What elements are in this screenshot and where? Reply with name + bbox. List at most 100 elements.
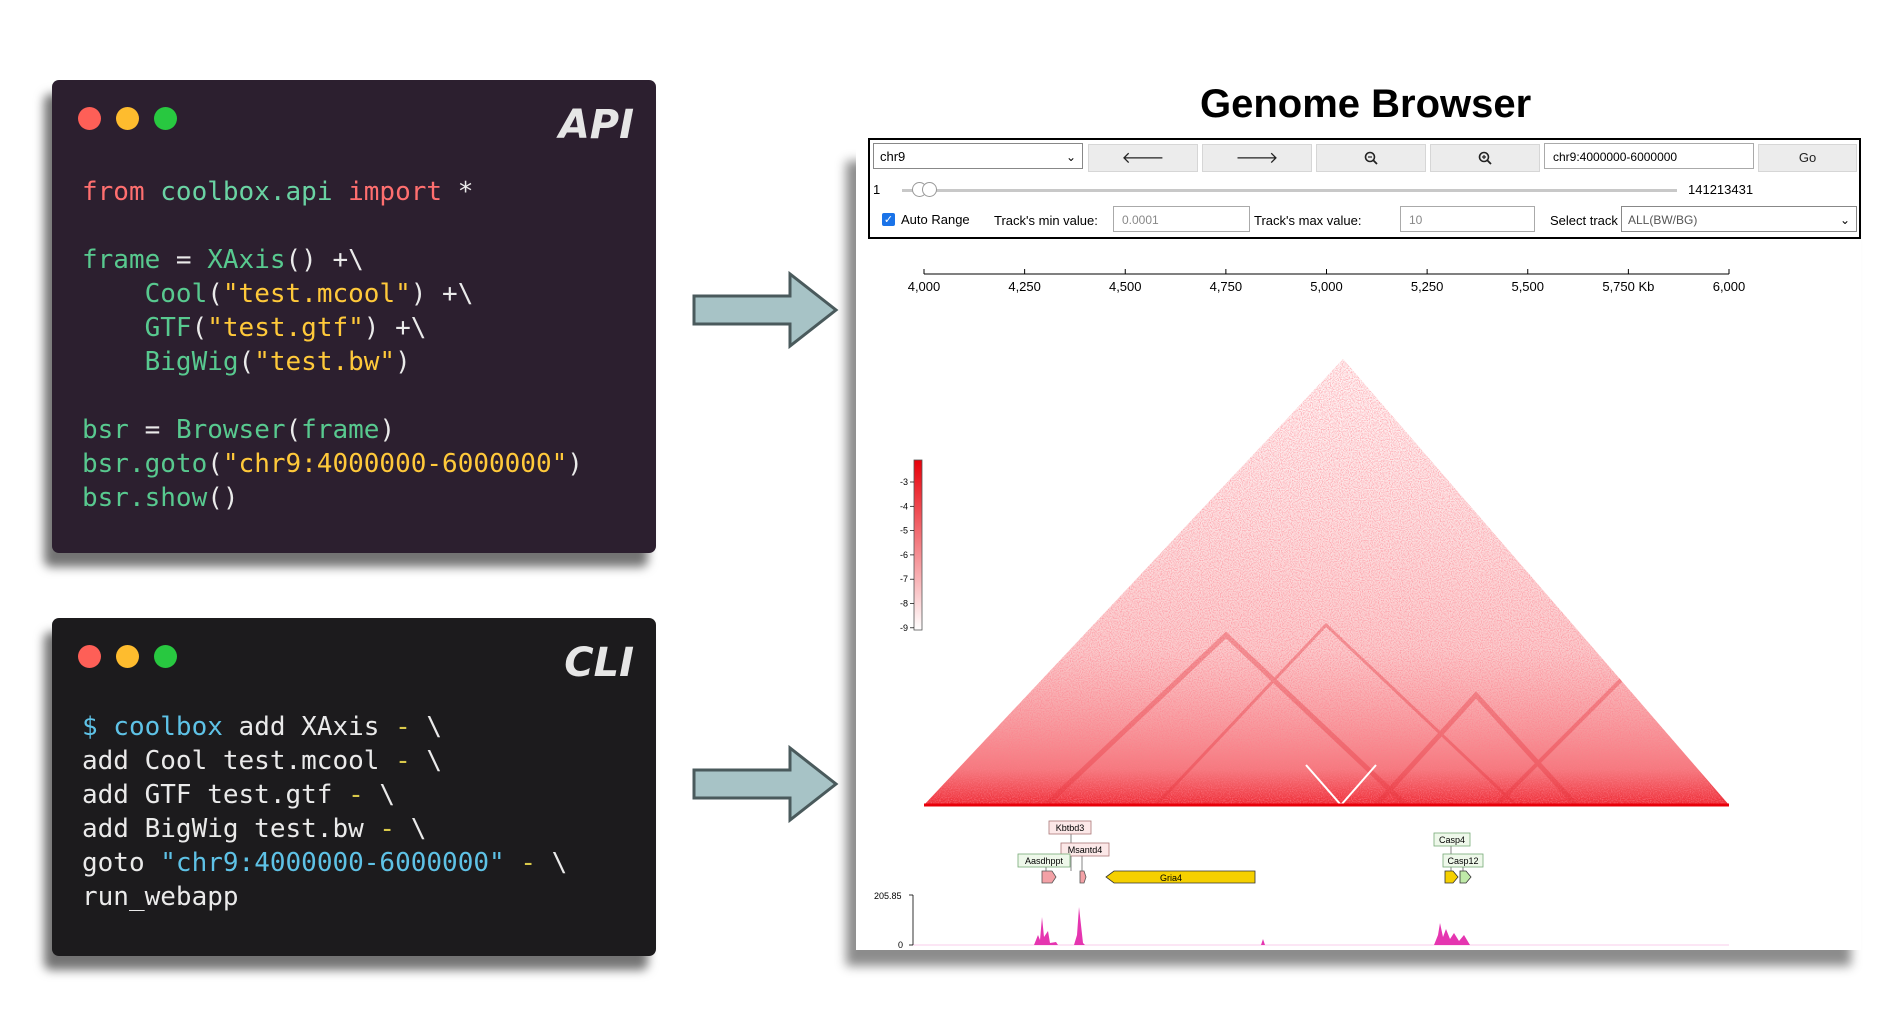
- code-token: add BigWig test.bw: [82, 814, 380, 844]
- code-token: run_webapp: [82, 882, 239, 912]
- auto-range-checkbox[interactable]: ✓: [882, 213, 895, 226]
- gene-label-box: [1060, 842, 1110, 857]
- gene-msantd4-body: [1079, 870, 1087, 884]
- go-button[interactable]: Go: [1758, 144, 1857, 172]
- select-track-dropdown[interactable]: ALL(BW/BG) ⌄: [1621, 206, 1857, 232]
- code-line: bsr = Browser(frame): [82, 413, 583, 447]
- code-line: BigWig("test.bw"): [82, 345, 583, 379]
- code-token: \: [426, 746, 443, 776]
- code-token: add XAxis: [238, 712, 396, 742]
- code-token: coolbox.api: [160, 177, 349, 207]
- zoom-in-button[interactable]: [1430, 144, 1540, 172]
- colorbar-tick-label: -5: [900, 526, 908, 536]
- code-line: GTF("test.gtf") +\: [82, 311, 583, 345]
- code-line: bsr.goto("chr9:4000000-6000000"): [82, 447, 583, 481]
- code-token: ) +\: [410, 279, 474, 309]
- minimize-dot[interactable]: [116, 645, 139, 668]
- x-axis-tick-label: 5,250: [1411, 279, 1444, 294]
- code-token: add GTF test.gtf: [82, 780, 349, 810]
- code-token: add Cool test.mcool: [82, 746, 396, 776]
- gene-label-box: [1048, 820, 1092, 835]
- select-track-label: Select track: [1550, 213, 1618, 228]
- gene-casp12-label: Casp12: [1447, 856, 1478, 866]
- move-left-button[interactable]: 🡐: [1088, 144, 1198, 172]
- maximize-dot[interactable]: [154, 645, 177, 668]
- hic-texture: [924, 359, 1729, 805]
- code-token: bsr.goto: [82, 449, 208, 479]
- code-token: -: [348, 780, 380, 810]
- maximize-dot[interactable]: [154, 107, 177, 130]
- gene-casp4-label: Casp4: [1439, 835, 1465, 845]
- region-slider-track[interactable]: [902, 189, 1677, 192]
- bigwig-peak: [1261, 939, 1265, 945]
- arrow-right-icon: [692, 270, 839, 350]
- code-line: add GTF test.gtf - \: [82, 778, 567, 812]
- zoom-out-button[interactable]: [1316, 144, 1426, 172]
- close-dot[interactable]: [78, 645, 101, 668]
- code-token: Cool: [144, 279, 208, 309]
- x-axis-tick-label: 6,000: [1713, 279, 1746, 294]
- browser-controls: chr9 ⌄ 🡐 🡒 chr9:4000000-6000000 Go 1 141…: [868, 138, 1861, 239]
- bigwig-peak: [1434, 923, 1470, 945]
- code-line: frame = XAxis() +\: [82, 243, 583, 277]
- close-dot[interactable]: [78, 107, 101, 130]
- code-token: ): [395, 347, 411, 377]
- browser-title: Genome Browser: [1200, 82, 1532, 126]
- code-token: bsr.show: [82, 483, 208, 513]
- code-token: -: [395, 746, 427, 776]
- code-token: XAxis: [207, 245, 286, 275]
- cli-label: CLI: [564, 640, 634, 686]
- code-token: -: [520, 848, 552, 878]
- code-token: ): [567, 449, 583, 479]
- chevron-down-icon: ⌄: [1839, 213, 1850, 227]
- gene-msantd4-label: Msantd4: [1068, 845, 1103, 855]
- track-max-input[interactable]: 10: [1400, 206, 1535, 232]
- code-token: =: [175, 245, 208, 275]
- code-token: \: [551, 848, 568, 878]
- gene-label-box: [1433, 832, 1471, 847]
- gene-aasdhppt-label: Aasdhppt: [1025, 856, 1064, 866]
- code-token: Browser: [175, 415, 286, 445]
- code-token: =: [144, 415, 176, 445]
- x-axis-tick-label: 4,500: [1109, 279, 1142, 294]
- region-input[interactable]: chr9:4000000-6000000: [1544, 143, 1754, 169]
- minimize-dot[interactable]: [116, 107, 139, 130]
- x-axis-tick-label: 5,750 Kb: [1602, 279, 1654, 294]
- code-line: bsr.show(): [82, 481, 583, 515]
- gene-label-box: [1017, 853, 1071, 868]
- arrow-right-icon: [692, 744, 839, 824]
- code-token: ) +\: [363, 313, 427, 343]
- code-line: add BigWig test.bw - \: [82, 812, 567, 846]
- code-token: (: [207, 279, 223, 309]
- slider-end-handle[interactable]: [922, 182, 937, 197]
- track-min-input[interactable]: 0.0001: [1113, 206, 1250, 232]
- zoom-in-icon: [1478, 151, 1492, 165]
- zoom-out-icon: [1364, 151, 1378, 165]
- code-line: run_webapp: [82, 880, 567, 914]
- code-token: "test.bw": [254, 347, 396, 377]
- api-code-block: from coolbox.api import * frame = XAxis(…: [82, 175, 583, 515]
- colorbar-tick-label: -3: [900, 477, 908, 487]
- x-axis-ticks: 4,000 4,250 4,500 4,750 5,000 5,250 5,500 5,750…: [908, 269, 1746, 294]
- code-line: from coolbox.api import *: [82, 175, 583, 209]
- code-token: "chr9:4000000-6000000": [160, 848, 521, 878]
- code-token: \: [410, 814, 427, 844]
- code-token: "test.mcool": [222, 279, 411, 309]
- track-min-value: 0.0001: [1122, 213, 1159, 227]
- chromosome-select[interactable]: chr9 ⌄: [873, 143, 1083, 169]
- bigwig-min-label: 0: [898, 940, 903, 950]
- x-axis-tick-label: 4,250: [1008, 279, 1041, 294]
- move-right-button[interactable]: 🡒: [1202, 144, 1312, 172]
- gene-kbtbd3-label: Kbtbd3: [1056, 823, 1085, 833]
- track-min-label: Track's min value:: [994, 213, 1098, 228]
- bigwig-peak: [1074, 907, 1085, 945]
- colorbar-tick-label: -6: [900, 550, 908, 560]
- code-token: -: [395, 712, 427, 742]
- code-token: GTF: [144, 313, 192, 343]
- api-terminal-window: API from coolbox.api import * frame = XA…: [52, 80, 656, 553]
- code-token: *: [457, 177, 474, 207]
- x-axis-tick-label: 4,750: [1210, 279, 1243, 294]
- code-line: [82, 209, 583, 243]
- cli-terminal-window: CLI $ coolbox add XAxis - \ add Cool test…: [52, 618, 656, 956]
- code-token: [82, 347, 145, 377]
